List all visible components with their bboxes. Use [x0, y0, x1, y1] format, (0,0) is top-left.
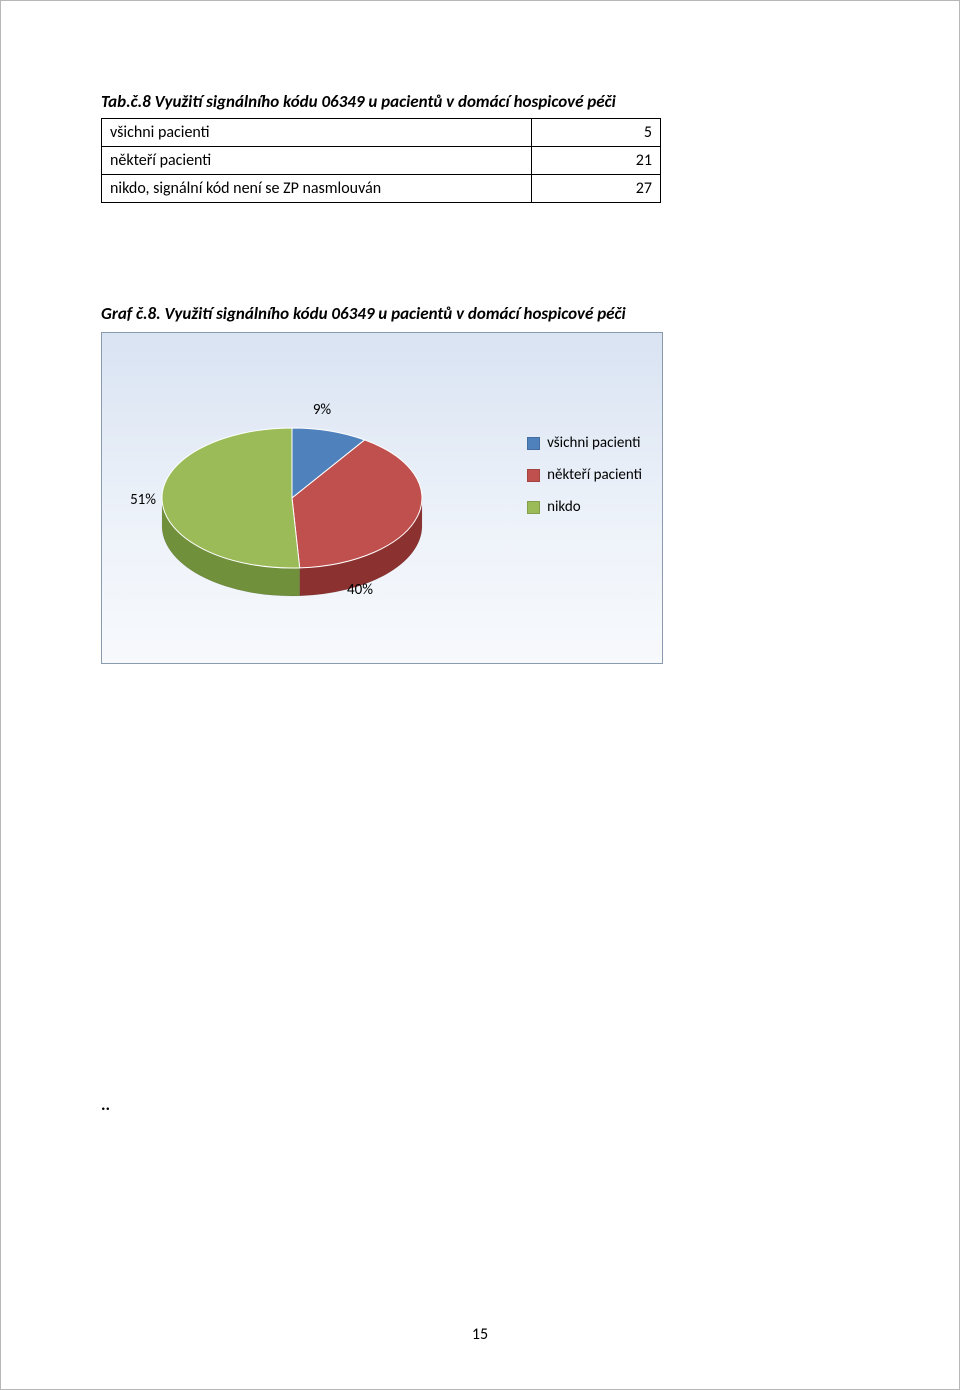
legend-swatch — [527, 501, 540, 514]
table-title: Tab.č.8 Využití signálního kódu 06349 u … — [101, 91, 859, 112]
legend-item: všichni pacienti — [527, 428, 642, 458]
svg-text:51%: 51% — [130, 491, 156, 509]
table-row: nikdo, signální kód není se ZP nasmlouvá… — [102, 175, 661, 203]
cell-value: 5 — [531, 119, 660, 147]
legend-swatch — [527, 437, 540, 450]
cell-value: 27 — [531, 175, 660, 203]
legend-label: všichni pacienti — [547, 428, 640, 458]
page: Tab.č.8 Využití signálního kódu 06349 u … — [0, 0, 960, 1390]
chart-legend: všichni pacienti někteří pacienti nikdo — [527, 428, 642, 524]
cell-label: všichni pacienti — [102, 119, 532, 147]
svg-text:9%: 9% — [313, 401, 332, 419]
chart-title: Graf č.8. Využití signálního kódu 06349 … — [101, 303, 859, 324]
cell-label: nikdo, signální kód není se ZP nasmlouvá… — [102, 175, 532, 203]
legend-item: někteří pacienti — [527, 460, 642, 490]
pie-chart: 9% 40% 51% všichni pacienti někteří pacien… — [101, 332, 663, 664]
table-row: někteří pacienti 21 — [102, 147, 661, 175]
legend-item: nikdo — [527, 492, 642, 522]
data-table: všichni pacienti 5 někteří pacienti 21 n… — [101, 118, 661, 203]
ellipsis-dots: .. — [101, 1094, 859, 1115]
page-number: 15 — [1, 1325, 959, 1344]
cell-value: 21 — [531, 147, 660, 175]
cell-label: někteří pacienti — [102, 147, 532, 175]
legend-swatch — [527, 469, 540, 482]
legend-label: nikdo — [547, 492, 581, 522]
legend-label: někteří pacienti — [547, 460, 642, 490]
table-row: všichni pacienti 5 — [102, 119, 661, 147]
svg-text:40%: 40% — [347, 581, 373, 599]
